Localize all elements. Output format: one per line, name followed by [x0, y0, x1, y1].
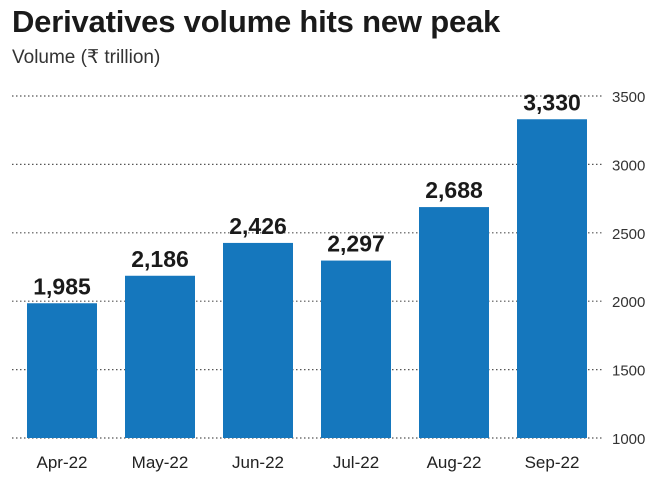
bar-layer [27, 119, 587, 439]
x-tick-label: Jul-22 [333, 453, 379, 472]
bar [419, 207, 489, 438]
y-tick-label: 3000 [612, 157, 645, 174]
x-tick-label: Apr-22 [36, 453, 87, 472]
y-tick-label: 1000 [612, 431, 645, 448]
x-tick-label: Jun-22 [232, 453, 284, 472]
x-tick-label: Aug-22 [427, 453, 482, 472]
bar [27, 303, 97, 438]
y-tick-label: 2000 [612, 294, 645, 311]
bar [321, 260, 391, 438]
chart-title: Derivatives volume hits new peak [12, 4, 501, 39]
bar [223, 242, 293, 438]
y-tick-label: 2500 [612, 226, 645, 243]
data-label: 2,186 [131, 246, 189, 272]
x-tick-label: Sep-22 [525, 453, 580, 472]
x-tick-label: May-22 [132, 453, 189, 472]
y-tick-label: 1500 [612, 363, 645, 380]
bar [517, 119, 587, 439]
data-label: 1,985 [33, 273, 91, 299]
bar [125, 275, 195, 438]
chart-subtitle: Volume (₹ trillion) [12, 47, 161, 68]
data-label: 2,297 [327, 231, 385, 257]
label-layer: 1000 1500 2000 2500 3000 3500 1,985 Apr-22 2,186… [33, 89, 645, 472]
grid-layer [12, 95, 604, 439]
data-label: 2,688 [425, 177, 483, 203]
data-label: 3,330 [523, 89, 581, 115]
y-tick-label: 3500 [612, 89, 645, 106]
data-label: 2,426 [229, 213, 287, 239]
